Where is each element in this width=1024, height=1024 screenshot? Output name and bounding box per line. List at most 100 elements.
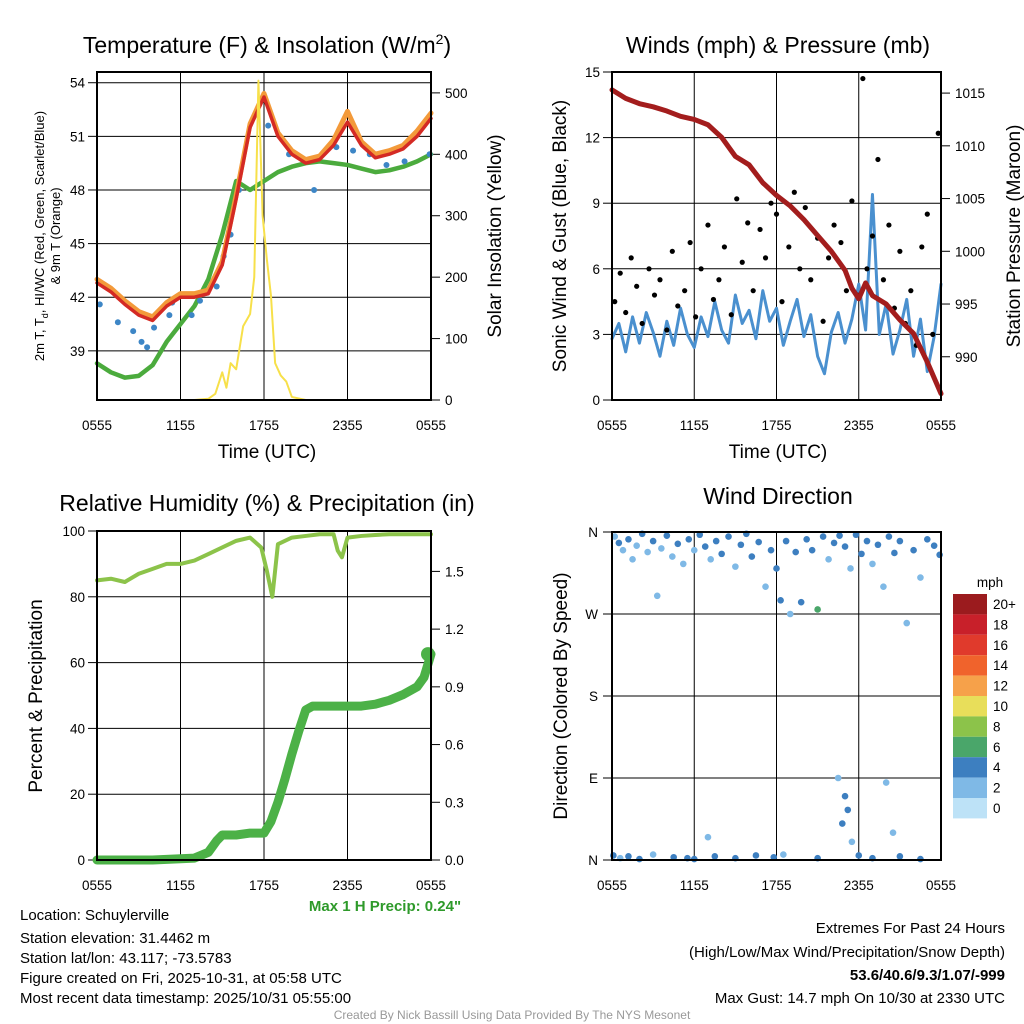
x-tick-label: 1755 [761,878,791,893]
legend-label: 8 [993,719,1001,734]
y2-tick-label: 0.0 [445,853,464,868]
direction-point [615,539,623,547]
x-tick-label: 0555 [82,418,112,433]
gust-point [745,220,751,226]
rh-line [95,532,433,599]
legend-label: 20+ [993,597,1016,612]
gust-point [831,222,837,228]
y2-tick-label: 1000 [955,244,985,259]
plot-frame [96,71,432,401]
gust-point [628,255,634,261]
y-tick-label: 42 [70,290,85,305]
gust-point [802,204,808,211]
direction-point [732,563,739,570]
direction-point [658,545,665,552]
direction-point [707,556,714,563]
gust-point [838,239,844,246]
direction-point [762,583,769,590]
direction-point [839,820,846,827]
direction-point [830,539,838,547]
direction-point [786,610,794,618]
wind-title: Winds (mph) & Pressure (mb) [626,32,930,58]
hiwc-point [96,301,103,308]
direction-point [917,574,924,581]
y-tick-label: S [589,689,598,704]
y2-tick-label: 1005 [955,192,985,207]
y-tick-label: 0 [592,393,600,408]
legend-swatch [953,777,987,798]
recent-data-text: Most recent data timestamp: 2025/10/31 0… [20,990,351,1007]
x-tick-label: 1155 [166,878,195,893]
latlon-text: Station lat/lon: 43.117; -73.5783 [20,950,232,967]
legend-label: 6 [993,740,1001,755]
gust-point [687,239,693,246]
temp-2m-line [95,95,433,323]
direction-point [619,546,627,554]
direction-point [885,533,893,540]
direction-point [869,560,876,568]
y2-tick-label: 500 [445,86,468,101]
direction-point [930,542,938,549]
gust-point [721,244,728,250]
direction-point [752,852,760,859]
dir-title: Wind Direction [703,483,853,509]
legend-swatch [953,696,987,717]
y-tick-label: 40 [70,721,85,736]
y2-tick-label: 200 [445,270,468,285]
hiwc-point [144,344,151,351]
x-tick-label: 0555 [926,878,956,893]
direction-point [767,546,775,554]
plot-frame [611,71,942,401]
legend-swatch [953,798,987,819]
direction-point [825,556,832,563]
gust-point [734,196,740,202]
gust-point [768,200,774,206]
x-tick-label: 2355 [844,878,874,893]
y2-tick-label: 400 [445,147,468,162]
direction-point [690,546,698,554]
direction-point [803,535,810,543]
direction-point [923,535,931,543]
max-precip-label: Max 1 H Precip: 0.24" [309,898,461,915]
direction-point [896,537,904,545]
direction-point [755,538,762,546]
y-tick-label: 100 [62,524,85,539]
direction-point [819,533,827,540]
direction-point [633,542,640,549]
gust-point [773,211,780,217]
legend-swatch [953,614,987,635]
direction-point [852,531,860,539]
rh-ylabel: Percent & Precipitation [26,599,47,792]
legend-label: 14 [993,658,1009,673]
hiwc-point [311,186,318,193]
direction-point [773,565,780,572]
gust-point [791,189,797,195]
legend-swatch [953,594,987,615]
gust-point [825,255,832,261]
gust-point [682,288,688,294]
direction-point [782,537,790,545]
direction-point [701,543,709,550]
direction-point [725,533,732,540]
gust-point [849,198,855,204]
y-tick-label: 51 [70,129,85,144]
direction-point [644,548,651,556]
y-tick-label: 9 [592,196,600,211]
credit-text: Created By Nick Bassill Using Data Provi… [334,1008,691,1022]
direction-point [903,619,911,627]
hiwc-point [401,158,408,165]
hiwc-point [188,312,195,319]
direction-point [625,535,632,543]
gust-point [693,314,699,320]
direction-point [847,565,854,572]
gust-point [639,320,645,327]
direction-point [780,851,787,858]
legend-label: 12 [993,679,1008,694]
temp-y2label: Solar Insolation (Yellow) [485,134,506,337]
direction-point [855,852,863,859]
direction-point [737,541,745,549]
hiwc-point [265,122,272,129]
direction-point [611,533,619,540]
legend-swatch [953,675,987,696]
extremes-values: 53.6/40.6/9.3/1.07/-999 [850,967,1005,984]
